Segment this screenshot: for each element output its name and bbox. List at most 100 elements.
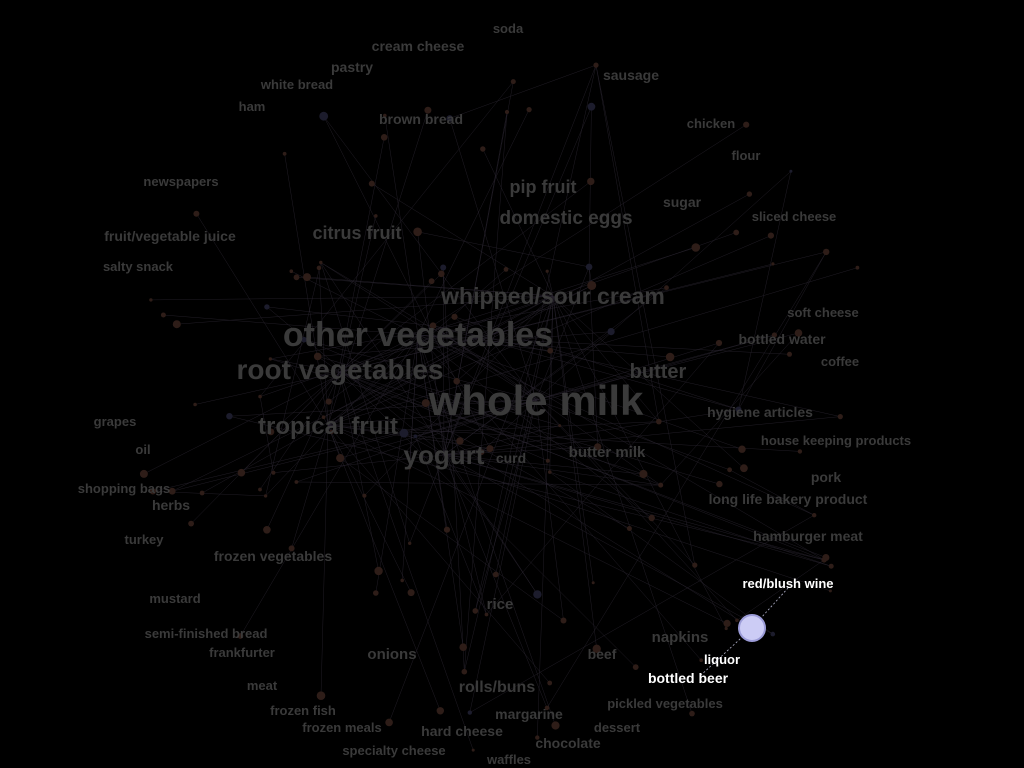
edge — [443, 454, 538, 595]
node-label-liquor[interactable]: liquor — [704, 652, 740, 667]
node-label-whipped-sour-cream[interactable]: whipped/sour cream — [440, 283, 665, 309]
node-dot — [480, 146, 486, 152]
node-dot — [193, 210, 200, 217]
edge — [172, 285, 592, 492]
node-label-hygiene-articles[interactable]: hygiene articles — [707, 404, 813, 420]
node-dot — [735, 406, 742, 413]
node-label-pastry[interactable]: pastry — [331, 59, 373, 75]
node-dot — [268, 357, 273, 361]
node-dot — [263, 494, 268, 498]
node-label-butter-milk[interactable]: butter milk — [569, 444, 646, 461]
node-dot — [545, 269, 549, 273]
node-label-frozen-fish[interactable]: frozen fish — [270, 703, 336, 718]
node-label-other-vegetables[interactable]: other vegetables — [283, 316, 553, 354]
edge — [327, 424, 412, 593]
node-dot — [288, 545, 295, 552]
node-label-pork[interactable]: pork — [811, 469, 842, 485]
edge — [552, 295, 693, 714]
node-label-dessert[interactable]: dessert — [594, 720, 641, 735]
node-label-specialty-cheese[interactable]: specialty cheese — [342, 743, 445, 758]
node-label-grapes[interactable]: grapes — [94, 414, 137, 429]
node-label-newspapers[interactable]: newspapers — [143, 174, 218, 189]
node-label-chicken[interactable]: chicken — [687, 116, 735, 131]
node-label-red-blush-wine[interactable]: red/blush wine — [742, 576, 833, 591]
node-dot-layer — [139, 62, 860, 752]
node-label-chocolate[interactable]: chocolate — [535, 735, 601, 751]
node-label-onions[interactable]: onions — [367, 646, 416, 663]
node-dot — [828, 563, 834, 569]
node-label-frankfurter[interactable]: frankfurter — [209, 645, 275, 660]
edge — [443, 454, 548, 708]
node-label-long-life-bakery-product[interactable]: long life bakery product — [709, 491, 868, 507]
node-dot — [293, 274, 300, 281]
node-label-whole-milk[interactable]: whole milk — [428, 377, 644, 424]
node-label-bottled-beer[interactable]: bottled beer — [648, 670, 729, 686]
node-dot — [336, 454, 345, 463]
node-label-frozen-vegetables[interactable]: frozen vegetables — [214, 548, 332, 564]
node-label-shopping-bags[interactable]: shopping bags — [78, 481, 170, 496]
node-label-root-vegetables[interactable]: root vegetables — [237, 354, 444, 385]
node-label-tropical-fruit[interactable]: tropical fruit — [258, 413, 398, 440]
edge — [323, 116, 491, 449]
node-label-sliced-cheese[interactable]: sliced cheese — [752, 209, 837, 224]
node-label-bottled-water[interactable]: bottled water — [738, 331, 826, 347]
node-dot — [515, 406, 521, 412]
node-label-meat[interactable]: meat — [247, 678, 278, 693]
selected-node-liquor[interactable] — [738, 614, 766, 642]
edge — [323, 295, 554, 418]
node-label-hamburger-meat[interactable]: hamburger meat — [753, 528, 863, 544]
node-label-brown-bread[interactable]: brown bread — [379, 111, 463, 127]
node-dot — [461, 668, 468, 675]
node-dot — [735, 618, 739, 623]
node-label-coffee[interactable]: coffee — [821, 354, 859, 369]
node-label-curd[interactable]: curd — [496, 450, 526, 466]
node-label-sugar[interactable]: sugar — [663, 194, 702, 210]
node-label-rice[interactable]: rice — [487, 596, 514, 613]
node-label-house-keeping-products[interactable]: house keeping products — [761, 433, 911, 448]
node-label-ham[interactable]: ham — [239, 99, 266, 114]
node-dot — [632, 664, 639, 670]
node-label-citrus-fruit[interactable]: citrus fruit — [312, 223, 401, 243]
node-label-butter[interactable]: butter — [630, 361, 687, 383]
node-label-pickled-vegetables[interactable]: pickled vegetables — [607, 696, 723, 711]
node-label-mustard[interactable]: mustard — [149, 591, 200, 606]
node-dot — [767, 232, 775, 239]
node-label-hard-cheese[interactable]: hard cheese — [421, 723, 503, 739]
node-label-soft-cheese[interactable]: soft cheese — [787, 305, 859, 320]
node-label-domestic-eggs[interactable]: domestic eggs — [499, 208, 632, 229]
node-dot — [407, 466, 412, 470]
node-label-rolls-buns[interactable]: rolls/buns — [459, 679, 536, 696]
edge — [595, 65, 695, 566]
node-label-napkins[interactable]: napkins — [652, 629, 709, 646]
node-dot — [160, 312, 166, 318]
node-dot — [316, 691, 326, 700]
node-label-flour[interactable]: flour — [732, 148, 761, 163]
node-label-turkey[interactable]: turkey — [124, 532, 164, 547]
edge — [432, 325, 537, 401]
node-label-semi-finished-bread[interactable]: semi-finished bread — [145, 626, 268, 641]
node-label-salty-snack[interactable]: salty snack — [103, 259, 174, 274]
node-label-margarine[interactable]: margarine — [495, 706, 563, 722]
node-dot — [325, 398, 332, 405]
node-label-sausage[interactable]: sausage — [603, 67, 659, 83]
node-label-white-bread[interactable]: white bread — [260, 77, 333, 92]
node-dot — [547, 347, 554, 354]
edge — [317, 356, 560, 426]
node-dot — [319, 111, 329, 121]
node-dot — [560, 617, 567, 624]
node-dot — [316, 265, 322, 271]
node-label-oil[interactable]: oil — [135, 442, 150, 457]
node-label-herbs[interactable]: herbs — [152, 497, 190, 513]
node-label-cream-cheese[interactable]: cream cheese — [372, 38, 465, 54]
node-label-fruit-vegetable-juice[interactable]: fruit/vegetable juice — [104, 228, 236, 244]
node-label-beef[interactable]: beef — [588, 646, 617, 662]
node-label-frozen-meals[interactable]: frozen meals — [302, 720, 381, 735]
edge — [464, 295, 554, 672]
node-dot — [429, 322, 437, 330]
node-label-yogurt[interactable]: yogurt — [404, 440, 485, 470]
edge — [284, 153, 329, 426]
node-label-waffles[interactable]: waffles — [486, 752, 531, 767]
node-label-soda[interactable]: soda — [493, 21, 524, 36]
node-label-pip-fruit[interactable]: pip fruit — [510, 177, 577, 197]
